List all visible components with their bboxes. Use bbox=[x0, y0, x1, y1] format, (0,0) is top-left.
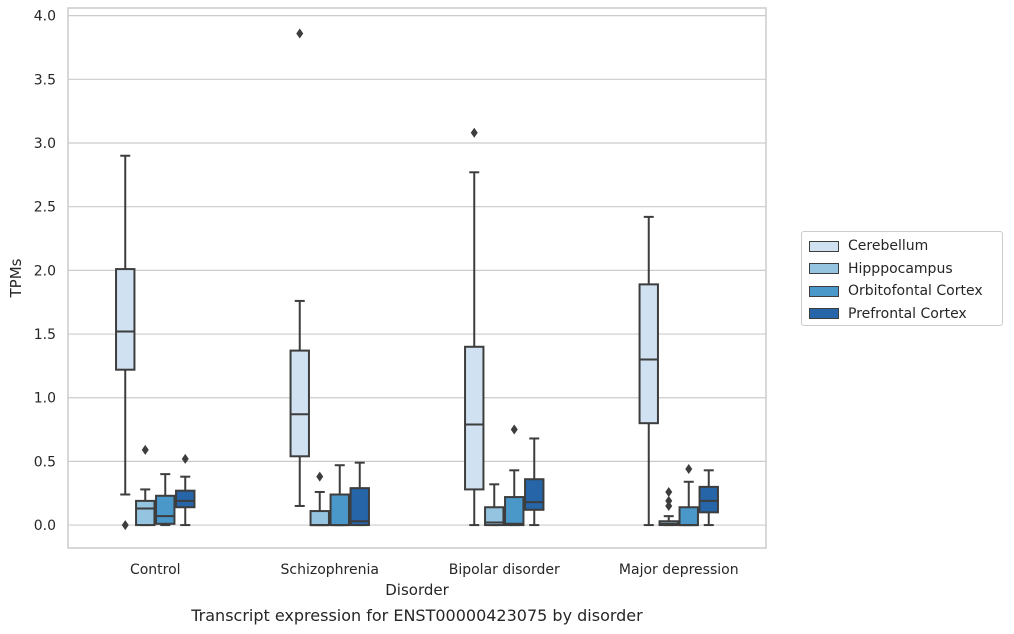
legend-swatch-cerebellum bbox=[809, 240, 839, 252]
box-s2-c2 bbox=[504, 496, 525, 527]
legend-swatch-orbitofrontal bbox=[809, 285, 839, 297]
box-s3-c0 bbox=[175, 489, 196, 509]
chart-caption: Transcript expression for ENST0000042307… bbox=[191, 606, 643, 625]
box-s0-c2 bbox=[464, 345, 485, 491]
y-tick-label-4: 2.0 bbox=[34, 263, 56, 279]
x-tick-label-2: Bipolar disorder bbox=[449, 562, 560, 578]
box-s2-c0 bbox=[155, 494, 176, 525]
outlier-s0-c0-0 bbox=[121, 520, 129, 531]
outlier-s0-c1-0 bbox=[296, 28, 304, 39]
box-group-1 bbox=[289, 28, 370, 527]
outlier-s3-c0-0 bbox=[181, 453, 189, 464]
legend-label-orbitofrontal: Orbitofontal Cortex bbox=[848, 283, 983, 300]
legend-swatch-hippocampus bbox=[809, 263, 839, 275]
legend-item-hippocampus: Hipppocampus bbox=[809, 258, 1002, 281]
outlier-s1-c3-1 bbox=[665, 495, 673, 506]
outlier-s1-c3-2 bbox=[665, 486, 673, 497]
box-s3-c2 bbox=[524, 478, 545, 511]
box-group-0 bbox=[115, 154, 196, 531]
x-tick-label-0: Control bbox=[130, 562, 181, 578]
legend-item-prefrontal: Prefrontal Cortex bbox=[809, 303, 1002, 326]
outlier-s2-c3-0 bbox=[685, 464, 693, 475]
x-tick-label-1: Schizophrenia bbox=[281, 562, 379, 578]
y-tick-label-6: 3.0 bbox=[34, 136, 56, 152]
legend-label-prefrontal: Prefrontal Cortex bbox=[848, 305, 967, 322]
box-s1-c2 bbox=[484, 506, 505, 527]
box-s0-c3 bbox=[638, 283, 659, 425]
box-s1-c1 bbox=[309, 510, 330, 527]
legend-swatch-prefrontal bbox=[809, 308, 839, 320]
box-s0-c1 bbox=[289, 349, 310, 458]
y-tick-label-3: 1.5 bbox=[34, 327, 56, 343]
y-tick-labels: 0.0 0.5 1.0 1.5 2.0 2.5 3.0 3.5 4.0 bbox=[34, 9, 56, 534]
x-tick-label-3: Major depression bbox=[619, 562, 739, 578]
legend-item-orbitofrontal: Orbitofontal Cortex bbox=[809, 280, 1002, 303]
box-group-3 bbox=[638, 215, 719, 527]
outlier-s1-c0-0 bbox=[141, 444, 149, 455]
y-tick-label-7: 3.5 bbox=[34, 72, 56, 88]
outlier-s1-c1-0 bbox=[316, 471, 324, 482]
legend-item-cerebellum: Cerebellum bbox=[809, 235, 1002, 258]
box-s3-c1 bbox=[349, 487, 370, 527]
box-group-2 bbox=[464, 127, 545, 527]
legend: Cerebellum Hipppocampus Orbitofontal Cor… bbox=[801, 231, 1003, 326]
x-axis-label: Disorder bbox=[385, 581, 449, 599]
gridlines bbox=[68, 15, 766, 526]
legend-label-cerebellum: Cerebellum bbox=[848, 238, 929, 255]
box-groups bbox=[115, 28, 719, 531]
y-tick-label-1: 0.5 bbox=[34, 454, 56, 470]
outlier-s2-c2-0 bbox=[510, 424, 518, 435]
x-tick-labels: Control Schizophrenia Bipolar disorder Majo… bbox=[130, 562, 739, 578]
box-s2-c1 bbox=[329, 493, 350, 527]
plot-frame bbox=[67, 7, 767, 549]
legend-label-hippocampus: Hipppocampus bbox=[848, 260, 953, 277]
y-tick-label-2: 1.0 bbox=[34, 391, 56, 407]
y-axis-label: TPMs bbox=[7, 258, 25, 298]
box-s1-c0 bbox=[135, 499, 156, 527]
y-tick-label-8: 4.0 bbox=[34, 9, 56, 25]
y-tick-label-5: 2.5 bbox=[34, 200, 56, 216]
box-s3-c3 bbox=[698, 485, 719, 514]
box-s0-c0 bbox=[115, 268, 136, 371]
outlier-s1-c3-0 bbox=[665, 500, 673, 511]
box-s2-c3 bbox=[678, 506, 699, 527]
y-tick-label-0: 0.0 bbox=[34, 518, 56, 534]
outlier-s0-c2-0 bbox=[470, 127, 478, 138]
